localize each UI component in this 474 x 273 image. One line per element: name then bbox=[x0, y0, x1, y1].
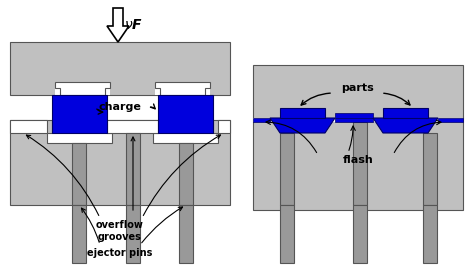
Polygon shape bbox=[153, 120, 218, 143]
Text: $\nu$F: $\nu$F bbox=[124, 18, 143, 32]
Bar bbox=[10, 120, 230, 205]
Polygon shape bbox=[373, 118, 438, 133]
Bar bbox=[158, 120, 213, 143]
Bar bbox=[353, 205, 367, 263]
Bar bbox=[335, 113, 373, 118]
Polygon shape bbox=[270, 118, 335, 133]
Bar bbox=[253, 65, 463, 210]
Polygon shape bbox=[55, 82, 110, 95]
Polygon shape bbox=[107, 8, 129, 42]
Bar bbox=[155, 82, 210, 95]
Bar bbox=[335, 118, 373, 122]
Bar bbox=[72, 205, 86, 263]
Bar bbox=[179, 205, 193, 263]
Bar bbox=[253, 118, 463, 122]
Bar bbox=[72, 143, 86, 205]
Text: parts: parts bbox=[342, 83, 374, 93]
Bar bbox=[423, 205, 437, 263]
Text: flash: flash bbox=[343, 155, 374, 165]
Bar bbox=[218, 120, 230, 133]
Bar bbox=[179, 143, 193, 205]
Bar bbox=[158, 95, 213, 133]
Polygon shape bbox=[383, 108, 428, 118]
Polygon shape bbox=[155, 82, 210, 95]
Text: overflow
grooves: overflow grooves bbox=[96, 220, 144, 242]
Bar bbox=[52, 120, 107, 143]
Bar bbox=[126, 205, 140, 263]
Bar bbox=[280, 205, 294, 263]
Bar bbox=[423, 133, 437, 205]
Bar bbox=[353, 122, 367, 205]
Bar bbox=[10, 120, 47, 133]
Bar bbox=[107, 120, 158, 133]
Polygon shape bbox=[280, 108, 325, 118]
Bar bbox=[10, 42, 230, 95]
Bar bbox=[52, 95, 107, 133]
Polygon shape bbox=[47, 120, 112, 143]
Bar bbox=[253, 118, 270, 122]
Text: ejector pins: ejector pins bbox=[87, 248, 153, 258]
Bar bbox=[438, 118, 463, 122]
Bar bbox=[126, 133, 140, 205]
Text: charge: charge bbox=[99, 102, 141, 112]
Bar bbox=[280, 133, 294, 205]
Bar bbox=[55, 82, 110, 95]
